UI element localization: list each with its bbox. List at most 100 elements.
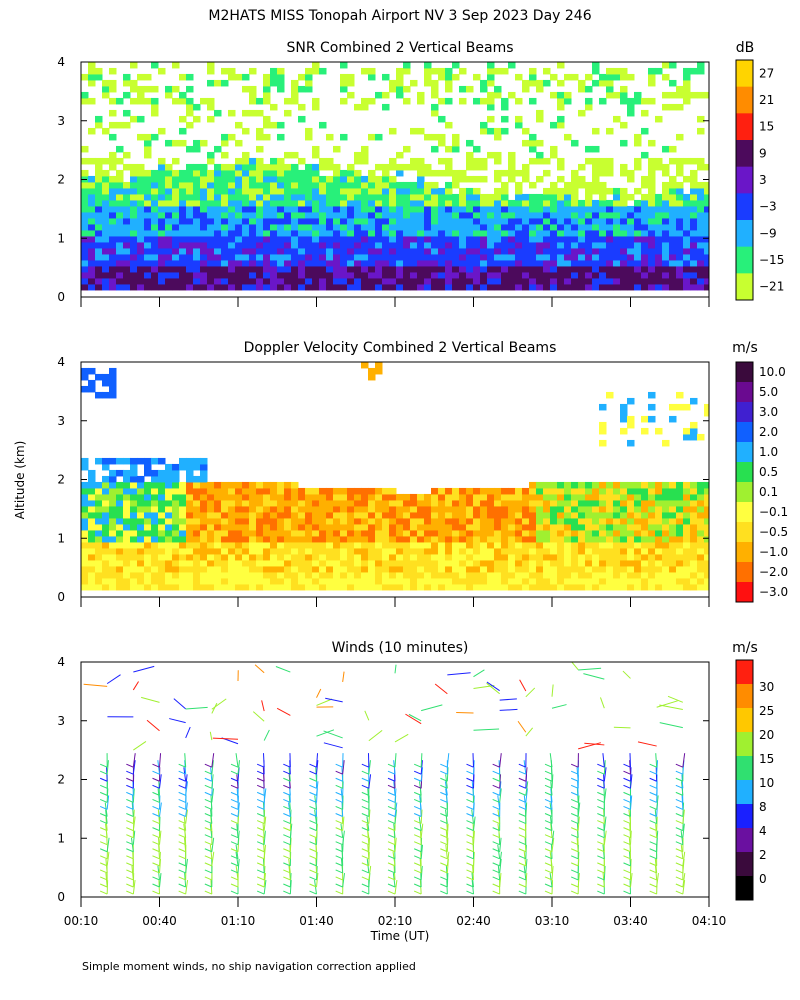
snr-cell	[634, 283, 642, 291]
doppler-cell	[361, 565, 369, 573]
doppler-cell	[627, 553, 635, 561]
snr-cell	[557, 163, 565, 171]
snr-cell	[305, 259, 313, 267]
colorbar-label: 3	[759, 173, 767, 187]
wind-barb	[106, 851, 110, 866]
doppler-cell	[690, 499, 698, 507]
doppler-cell	[613, 547, 621, 555]
snr-cell	[459, 277, 467, 285]
doppler-cell	[333, 505, 341, 513]
snr-cell	[123, 151, 131, 159]
snr-cell	[249, 205, 257, 213]
doppler-cell	[137, 523, 145, 531]
snr-cell	[256, 127, 264, 135]
doppler-cell	[487, 583, 495, 591]
winds-colorbar-unit: m/s	[732, 640, 758, 656]
snr-cell	[256, 235, 264, 243]
wind-barb-flag	[309, 827, 317, 832]
doppler-cell	[144, 565, 152, 573]
doppler-cell	[571, 523, 579, 531]
doppler-cell	[480, 547, 488, 555]
snr-cell	[235, 265, 243, 273]
doppler-cell	[228, 511, 236, 519]
doppler-cell	[319, 511, 327, 519]
colorbar-swatch	[736, 193, 753, 221]
snr-cell	[186, 241, 194, 249]
wind-barb-flag	[518, 862, 527, 867]
snr-cell	[249, 235, 257, 243]
snr-cell	[361, 283, 369, 291]
doppler-cell	[340, 571, 348, 579]
doppler-cell	[536, 529, 544, 537]
doppler-cell	[473, 493, 481, 501]
snr-cell	[242, 187, 250, 195]
snr-cell	[417, 271, 425, 279]
doppler-cell	[81, 511, 89, 519]
wind-barb-flag	[597, 876, 605, 881]
snr-cell	[249, 211, 257, 219]
snr-cell	[648, 187, 656, 195]
doppler-cell	[571, 571, 579, 579]
doppler-cell	[473, 505, 481, 513]
doppler-cell	[284, 541, 292, 549]
snr-cell	[494, 259, 502, 267]
doppler-cell	[662, 541, 670, 549]
doppler-cell	[529, 517, 537, 525]
doppler-cell	[200, 499, 208, 507]
wind-barb-flag	[649, 763, 657, 768]
snr-cell	[193, 271, 201, 279]
snr-cell	[319, 211, 327, 219]
snr-cell	[263, 175, 271, 183]
snr-cell	[270, 67, 278, 75]
snr-cell	[256, 217, 264, 225]
snr-cell	[473, 259, 481, 267]
wind-barb-flag	[309, 763, 317, 768]
doppler-cell	[375, 583, 383, 591]
snr-cell	[263, 247, 271, 255]
snr-cell	[235, 187, 243, 195]
doppler-cell	[627, 511, 635, 519]
snr-cell	[445, 85, 453, 93]
doppler-cell	[571, 559, 579, 567]
doppler-cell	[599, 505, 607, 513]
snr-cell	[221, 259, 229, 267]
snr-cell	[193, 139, 201, 147]
snr-cell	[648, 223, 656, 231]
snr-cell	[249, 193, 257, 201]
doppler-cell	[277, 541, 285, 549]
doppler-cell	[165, 511, 173, 519]
snr-cell	[410, 163, 418, 171]
doppler-cell	[172, 559, 180, 567]
doppler-cell	[655, 481, 663, 489]
snr-cell	[564, 271, 572, 279]
snr-cell	[298, 271, 306, 279]
doppler-cell	[263, 577, 271, 585]
doppler-cell	[284, 499, 292, 507]
doppler-cell	[627, 505, 635, 513]
doppler-cell	[361, 583, 369, 591]
wind-barb	[325, 697, 343, 703]
doppler-cell	[347, 505, 355, 513]
snr-cell	[284, 217, 292, 225]
snr-cell	[620, 265, 628, 273]
doppler-cell	[116, 553, 124, 561]
snr-cell	[200, 199, 208, 207]
doppler-cell	[606, 583, 614, 591]
snr-cell	[144, 181, 152, 189]
doppler-cell	[501, 523, 509, 531]
snr-cell	[333, 187, 341, 195]
doppler-cell	[536, 481, 544, 489]
snr-cell	[641, 199, 649, 207]
snr-cell	[298, 169, 306, 177]
snr-cell	[536, 157, 544, 165]
doppler-cell	[319, 529, 327, 537]
snr-cell	[368, 235, 376, 243]
doppler-cell	[613, 511, 621, 519]
snr-cell	[410, 127, 418, 135]
doppler-cell	[410, 577, 418, 585]
doppler-cell	[592, 535, 600, 543]
snr-cell	[599, 97, 607, 105]
snr-cell	[361, 151, 369, 159]
snr-cell	[438, 283, 446, 291]
